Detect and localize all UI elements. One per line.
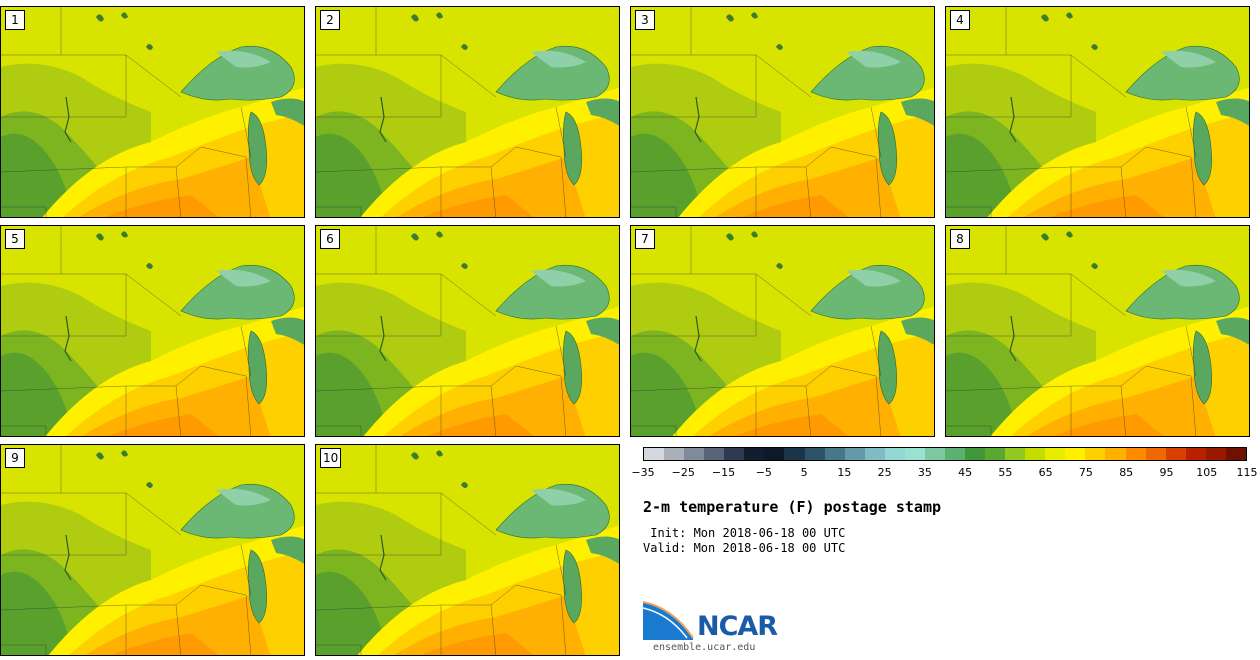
colorbar-tick-label: 75	[1078, 466, 1093, 479]
valid-time: Valid: Mon 2018-06-18 00 UTC	[643, 541, 846, 555]
colorbar-swatch	[664, 448, 685, 460]
colorbar-swatch	[1205, 448, 1226, 460]
colorbar-swatch	[924, 448, 945, 460]
panel-number: 6	[320, 229, 340, 249]
panel-number: 2	[320, 10, 340, 30]
colorbar-swatch	[965, 448, 986, 460]
colorbar-swatch	[1225, 448, 1246, 460]
panel-number: 8	[950, 229, 970, 249]
panel-number: 1	[5, 10, 25, 30]
ncar-wordmark: NCAR	[697, 611, 778, 642]
colorbar-swatch	[764, 448, 785, 460]
colorbar-tick-label: 115	[1236, 466, 1258, 479]
map-panel: 10	[315, 444, 620, 656]
colorbar-swatch	[1025, 448, 1046, 460]
colorbar-swatch	[985, 448, 1006, 460]
colorbar-ticks: −35 −25 −15 −5 5 15 25 35 45 55 65 75 85 95 105 115	[631, 466, 1257, 480]
colorbar-swatch	[1045, 448, 1066, 460]
ensemble-url: ensemble.ucar.edu	[653, 642, 756, 653]
colorbar-tick-label: 15	[837, 466, 852, 479]
ncar-logo-icon	[643, 601, 694, 640]
colorbar-swatch	[1145, 448, 1166, 460]
colorbar-swatch	[804, 448, 825, 460]
colorbar-swatch	[744, 448, 765, 460]
colorbar-swatch	[944, 448, 965, 460]
colorbar-swatch	[1165, 448, 1186, 460]
colorbar-tick-label: 105	[1196, 466, 1218, 479]
panel-number: 9	[5, 448, 25, 468]
colorbar-tick-label: 35	[917, 466, 932, 479]
panel-number: 10	[320, 448, 342, 468]
map-panel: 2	[315, 6, 620, 218]
map-panel: 8	[945, 225, 1250, 437]
colorbar-tick-label: 95	[1159, 466, 1174, 479]
map-panel: 4	[945, 6, 1250, 218]
colorbar-swatch	[1185, 448, 1206, 460]
init-time: Init: Mon 2018-06-18 00 UTC	[643, 526, 846, 540]
map-panel: 1	[0, 6, 305, 218]
colorbar-swatch	[844, 448, 865, 460]
colorbar-swatch	[784, 448, 805, 460]
panel-number: 3	[635, 10, 655, 30]
colorbar-tick-label: −15	[711, 466, 736, 479]
colorbar-swatch	[1005, 448, 1026, 460]
colorbar-swatch	[864, 448, 885, 460]
map-panel: 6	[315, 225, 620, 437]
panel-number: 7	[635, 229, 655, 249]
colorbar-tick-label: 55	[998, 466, 1013, 479]
panel-number: 4	[950, 10, 970, 30]
colorbar-swatch	[724, 448, 745, 460]
colorbar-swatch	[1065, 448, 1086, 460]
map-panel: 9	[0, 444, 305, 656]
colorbar-tick-label: 85	[1119, 466, 1134, 479]
colorbar-swatch	[1085, 448, 1106, 460]
colorbar-swatch	[644, 448, 665, 460]
colorbar-swatch	[704, 448, 725, 460]
colorbar-tick-label: 25	[877, 466, 892, 479]
colorbar-tick-label: 45	[958, 466, 973, 479]
figure-title: 2-m temperature (F) postage stamp	[643, 498, 942, 516]
map-panel: 7	[630, 225, 935, 437]
colorbar-swatch	[824, 448, 845, 460]
colorbar-swatch	[904, 448, 925, 460]
colorbar-swatch	[1125, 448, 1146, 460]
colorbar	[643, 447, 1247, 461]
panel-number: 5	[5, 229, 25, 249]
colorbar-tick-label: −35	[631, 466, 655, 479]
colorbar-tick-label: 5	[800, 466, 808, 479]
colorbar-tick-label: −25	[671, 466, 695, 479]
colorbar-tick-label: −5	[755, 466, 772, 479]
colorbar-tick-label: 65	[1038, 466, 1053, 479]
map-panel: 3	[630, 6, 935, 218]
colorbar-swatch	[684, 448, 705, 460]
map-panel: 5	[0, 225, 305, 437]
init-valid-time: Init: Mon 2018-06-18 00 UTC Valid: Mon 2…	[643, 526, 845, 556]
colorbar-swatch	[884, 448, 905, 460]
colorbar-swatch	[1105, 448, 1126, 460]
